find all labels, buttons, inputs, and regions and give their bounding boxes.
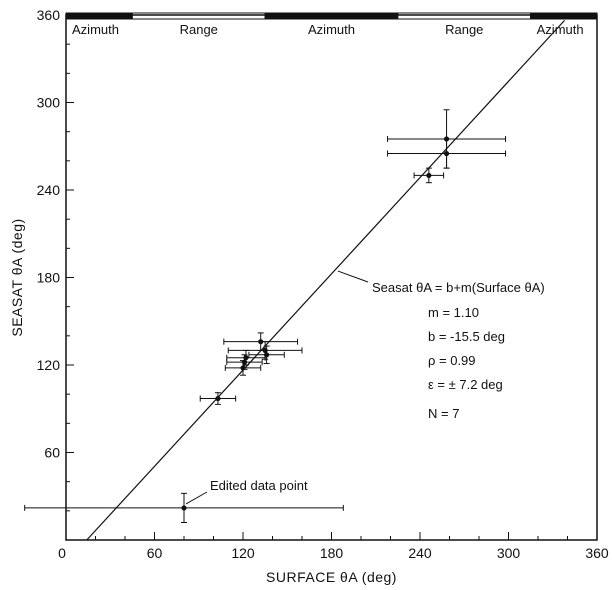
edited-point-label: Edited data point: [210, 478, 308, 493]
stat-sample-count: N = 7: [428, 406, 459, 421]
data-point-marker: [258, 339, 264, 345]
x-tick-label: 240: [408, 545, 432, 561]
data-point-marker: [215, 395, 221, 402]
top-band-label: Azimuth: [537, 22, 584, 37]
stat-rms-error: ε = ± 7.2 deg: [428, 377, 503, 392]
y-tick-label: 360: [37, 7, 61, 23]
data-point: [199, 392, 237, 405]
x-axis-ticks: 60 120 180 240 300 360: [65, 532, 609, 561]
stat-intercept: b = -15.5 deg: [428, 329, 505, 344]
data-point-marker: [181, 505, 187, 511]
fit-equation-label: Seasat θA = b+m(Surface θA): [372, 280, 545, 295]
data-point-marker: [243, 355, 249, 361]
fit-line: [86, 19, 565, 541]
x-tick-label: 360: [585, 545, 609, 561]
y-tick-label: 180: [37, 270, 61, 286]
edited-data-point: [24, 492, 344, 523]
x-axis-title: SURFACE θA (deg): [266, 569, 397, 585]
stat-slope: m = 1.10: [428, 305, 479, 320]
top-band-segment: [264, 12, 399, 20]
data-point-marker: [443, 150, 450, 157]
top-band-segment: [131, 12, 266, 20]
top-band-label: Range: [180, 22, 218, 37]
top-band-label: Azimuth: [308, 22, 355, 37]
data-point-marker: [426, 172, 432, 179]
annotations: Seasat θA = b+m(Surface θA) m = 1.10 b =…: [185, 270, 545, 505]
top-band-segment: [397, 12, 532, 20]
top-band-label: Azimuth: [72, 22, 119, 37]
y-axis-title: SEASAT θA (deg): [9, 218, 25, 336]
top-band-segment: [65, 12, 133, 20]
x-origin-tick-label: 0: [58, 545, 66, 561]
top-band-label: Range: [445, 22, 483, 37]
plot-frame: [65, 14, 598, 541]
x-tick-label: 300: [497, 545, 521, 561]
top-band-bar: [65, 12, 598, 20]
y-tick-label: 240: [37, 182, 61, 198]
fit-line-group: [86, 19, 565, 541]
y-tick-label: 300: [37, 95, 61, 111]
top-band-segment: [530, 12, 598, 20]
data-point: [248, 345, 285, 365]
y-tick-label: 120: [37, 357, 61, 373]
data-points: [24, 109, 507, 523]
fit-label-leader: [337, 270, 369, 283]
y-tick-label: 60: [44, 445, 60, 461]
top-band-labels: Azimuth Range Azimuth Range Azimuth: [72, 22, 584, 37]
x-tick-label: 120: [231, 545, 255, 561]
edited-point-leader: [185, 491, 208, 505]
stat-correlation: ρ = 0.99: [428, 353, 476, 368]
data-point: [387, 138, 507, 169]
data-point-marker: [264, 352, 270, 358]
data-point: [413, 167, 445, 184]
x-tick-label: 60: [147, 545, 163, 561]
x-tick-label: 180: [320, 545, 344, 561]
data-point: [223, 332, 299, 351]
y-axis-ticks: 60 120 180 240 300 360: [37, 7, 74, 541]
